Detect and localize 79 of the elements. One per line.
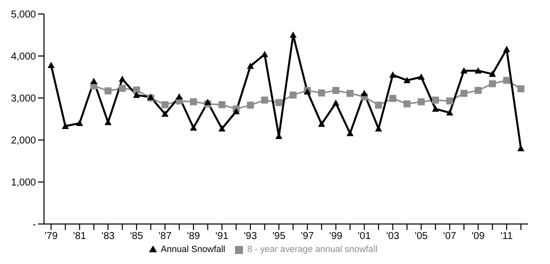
point: [62, 122, 69, 129]
point: [517, 144, 524, 152]
point: [432, 105, 439, 112]
point: [389, 71, 396, 78]
point: [404, 76, 410, 84]
point: [118, 76, 126, 82]
point: [346, 130, 354, 136]
point: [488, 70, 496, 77]
point: [162, 101, 168, 108]
y-tick-label: -: [32, 220, 36, 231]
point: [389, 94, 396, 102]
legend-label: 8 - year average annual snowfall: [247, 244, 378, 254]
point: [332, 86, 340, 94]
y-tick-label: 2,000: [10, 136, 36, 147]
x-tick-label: '01: [358, 231, 372, 242]
point: [133, 92, 140, 98]
point: [261, 50, 268, 58]
point: [460, 67, 468, 74]
legend-label: Annual Snowfall: [160, 244, 226, 254]
y-tick-label: 3,000: [10, 94, 36, 105]
point: [246, 62, 254, 69]
y-tick-label: 1,000: [10, 178, 36, 189]
x-tick-label: '85: [130, 231, 144, 242]
point: [204, 98, 212, 105]
point: [104, 87, 112, 94]
point: [332, 100, 340, 106]
x-tick-label: '93: [244, 231, 258, 242]
point: [318, 120, 326, 127]
x-tick-label: '05: [414, 231, 428, 242]
x-tick-label: '83: [102, 231, 116, 242]
point: [275, 99, 282, 106]
point: [118, 84, 126, 92]
x-tick-label: '11: [500, 231, 514, 242]
point: [418, 98, 425, 106]
point: [190, 98, 197, 106]
point: [446, 97, 454, 104]
point: [176, 93, 183, 100]
point: [190, 124, 197, 131]
point: [474, 86, 482, 94]
point: [517, 85, 524, 92]
point: [290, 32, 297, 38]
point: [503, 46, 510, 52]
point: [460, 90, 468, 97]
point: [418, 74, 425, 80]
point: [404, 100, 410, 108]
x-tick-label: '79: [44, 231, 58, 242]
x-tick-label: '03: [386, 231, 400, 242]
x-tick-label: '07: [443, 231, 457, 242]
point: [318, 89, 326, 96]
point: [232, 108, 240, 114]
x-tick-label: '81: [73, 231, 87, 242]
point: [261, 96, 268, 104]
point: [218, 101, 226, 108]
point: [290, 92, 297, 99]
point: [360, 90, 368, 96]
point: [76, 120, 84, 126]
x-tick-label: '95: [272, 231, 286, 242]
x-tick-label: '91: [215, 231, 229, 242]
point: [375, 125, 382, 132]
y-tick-label: 5,000: [10, 10, 36, 21]
point: [474, 67, 482, 74]
x-tick-label: '99: [329, 231, 343, 242]
x-tick-label: '97: [300, 231, 314, 242]
point: [446, 109, 454, 116]
point: [162, 110, 168, 117]
x-tick-label: '89: [186, 231, 200, 242]
point: [48, 62, 55, 68]
y-tick-label: 4,000: [10, 52, 36, 63]
point: [246, 102, 254, 109]
point: [432, 96, 439, 104]
point: [218, 125, 226, 132]
point: [503, 76, 510, 84]
point: [375, 102, 382, 109]
point: [488, 80, 496, 88]
point: [133, 86, 140, 94]
x-tick-label: '87: [158, 231, 172, 242]
point: [90, 78, 98, 84]
point: [346, 90, 354, 97]
x-tick-label: '09: [472, 231, 486, 242]
